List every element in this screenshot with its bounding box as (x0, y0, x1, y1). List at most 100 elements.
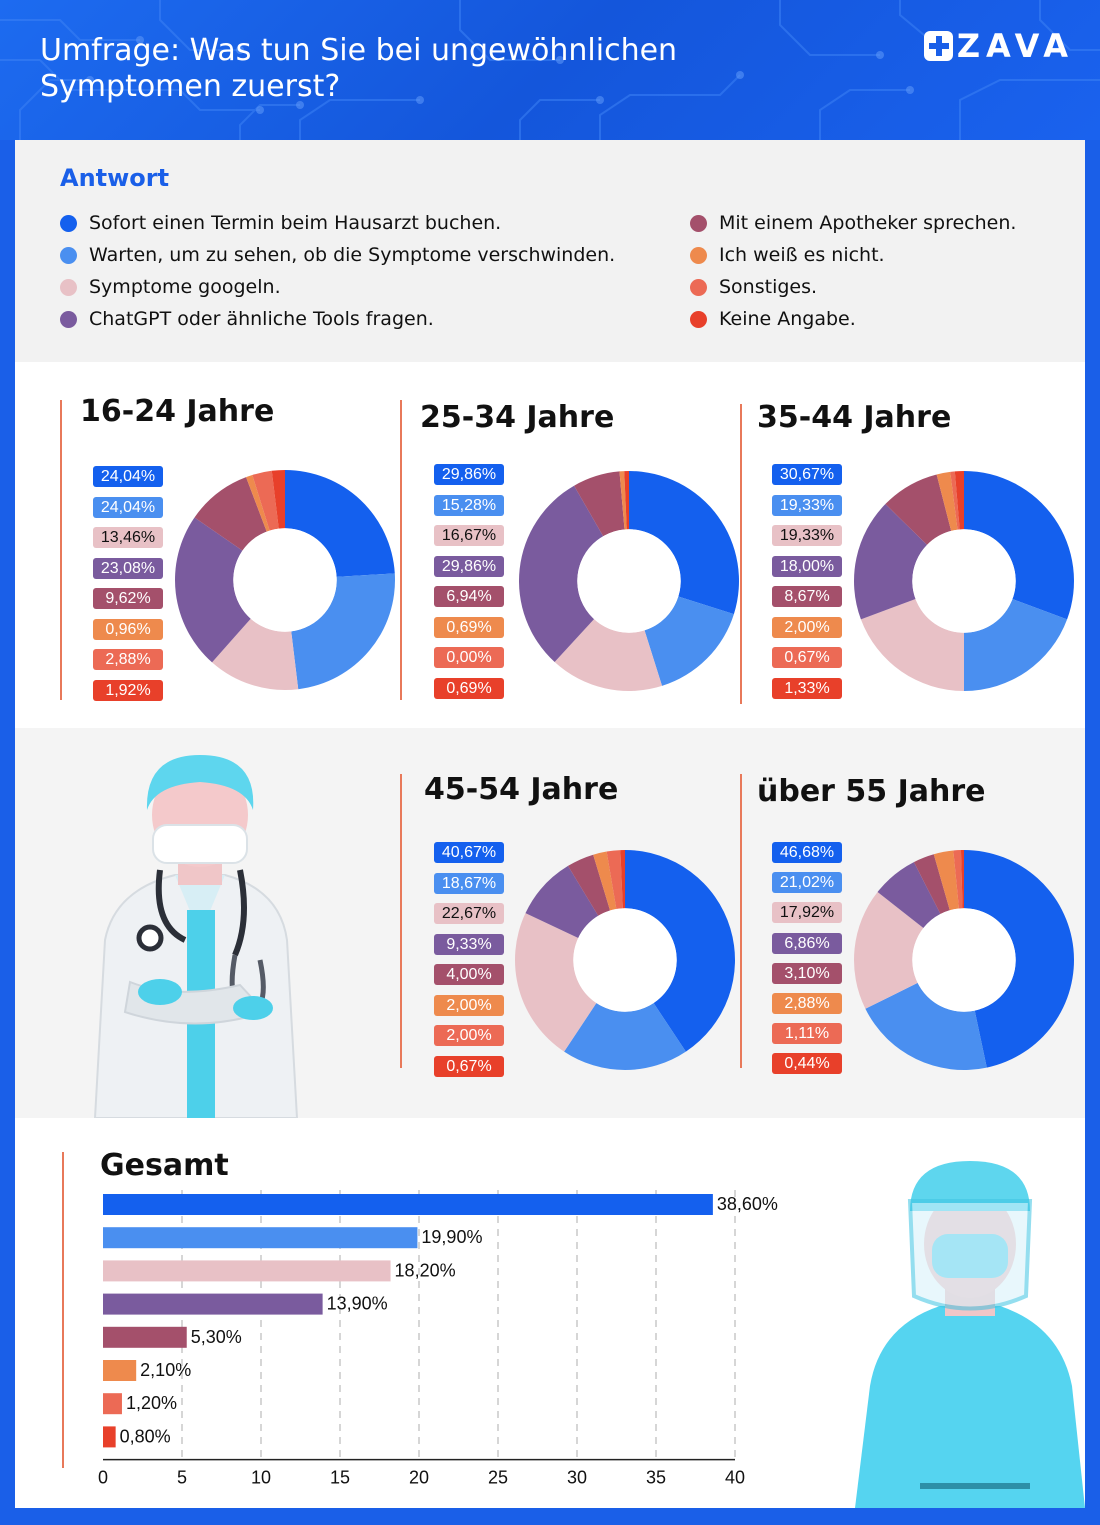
value-badge: 16,67% (434, 525, 504, 546)
value-badge: 3,10% (772, 962, 842, 984)
legend-label: Sonstiges. (719, 276, 818, 298)
donut-slice (877, 862, 941, 929)
donut-slice (519, 485, 604, 663)
donut-slice (525, 865, 599, 938)
donut-slice (246, 474, 270, 532)
total-bar (103, 1426, 116, 1448)
value-badge: 2,00% (434, 994, 504, 1016)
age-group-title: 45-54 Jahre (424, 772, 619, 807)
donut-slice (629, 471, 739, 615)
donut-slice (885, 474, 952, 545)
legend-label: Keine Angabe. (719, 308, 856, 330)
donut-slice (964, 471, 1074, 620)
donut-slice (568, 854, 611, 916)
age-group-35-44: 35-44 Jahre 30,67% 19,33% 19,33% 18,00% 8,67… (740, 400, 1080, 704)
bar-value-label: 18,20% (395, 1260, 456, 1280)
value-badge: 0,96% (93, 618, 163, 640)
legend-item: Mit einem Apotheker sprechen. (690, 212, 1016, 234)
donut-slice (252, 470, 279, 531)
legend-dot-icon (690, 246, 707, 264)
title-line-2: Symptomen zuerst? (40, 69, 341, 104)
x-tick-label: 40 (725, 1468, 745, 1488)
total-bar (103, 1326, 187, 1348)
donut-hole (912, 529, 1016, 633)
value-badge: 17,92% (772, 902, 842, 924)
donut-slice (860, 599, 964, 691)
donut-slice (854, 504, 928, 620)
legend-dot-icon (690, 310, 707, 328)
age-group-title: 35-44 Jahre (757, 400, 952, 435)
total-bar-chart: 0 5 10 15 20 25 30 35 40 38,60% 19,90% 18,20% 13,90%… (98, 1190, 778, 1488)
x-tick-label: 5 (177, 1468, 187, 1488)
header: Umfrage: Was tun Sie bei ungewöhnlichen … (0, 0, 1100, 140)
legend-label: Mit einem Apotheker sprechen. (719, 212, 1017, 234)
bar-value-label: 5,30% (191, 1327, 242, 1347)
value-badge: 2,88% (93, 649, 163, 670)
legend-title: Antwort (60, 164, 170, 192)
legend-label: Sofort einen Termin beim Hausarzt buchen… (89, 212, 502, 234)
x-tick-label: 25 (488, 1468, 508, 1488)
value-badge: 0,44% (772, 1053, 842, 1075)
donut-slice (271, 470, 285, 529)
total-chart-title: Gesamt (100, 1148, 229, 1183)
age-group-16-24: 16-24 Jahre 24,04% 24,04% 13,46% 23,08% 9,62… (60, 394, 395, 701)
value-badge: 1,33% (772, 677, 842, 699)
value-badge: 0,69% (434, 677, 504, 699)
circuit-background (0, 0, 1100, 140)
donut-chart (852, 469, 1076, 693)
value-badge: 1,92% (93, 679, 163, 701)
age-row-2: 45-54 Jahre 40,67% 18,67% 22,67% 9,33% 4,00%… (15, 728, 1085, 1118)
legend-label: Ich weiß es nicht. (719, 244, 885, 266)
value-badge: 2,00% (434, 1025, 504, 1046)
value-badge: 22,67% (434, 903, 504, 924)
bar-value-label: 38,60% (717, 1194, 778, 1214)
donut-slice (933, 850, 959, 911)
value-badge: 19,33% (772, 525, 842, 546)
value-badge: 0,69% (434, 616, 504, 638)
legend-panel: Antwort Sofort einen Termin beim Hausarz… (15, 140, 1085, 362)
donut-slice (624, 471, 629, 530)
legend-dot-icon (690, 214, 707, 232)
legend-label: Warten, um zu sehen, ob die Symptome ver… (89, 244, 616, 266)
value-badge: 23,08% (93, 557, 163, 579)
value-badge: 30,67% (772, 464, 842, 485)
value-badge: 24,04% (93, 466, 163, 487)
legend-item: Keine Angabe. (690, 308, 856, 330)
x-tick-label: 20 (409, 1468, 429, 1488)
value-badge: 15,28% (434, 494, 504, 516)
divider-line (740, 404, 742, 704)
age-group-title: über 55 Jahre (757, 774, 986, 809)
donut-slice (964, 850, 1074, 1068)
legend-label: ChatGPT oder ähnliche Tools fragen. (89, 308, 434, 330)
donut-slice (194, 477, 267, 551)
donut-hole (912, 908, 1016, 1012)
donut-slice (554, 619, 663, 691)
value-badge: 9,33% (434, 933, 504, 955)
donut-chart (513, 848, 737, 1072)
bar-value-label: 13,90% (327, 1294, 388, 1314)
total-bar (103, 1227, 418, 1249)
value-badge: 0,67% (434, 1055, 504, 1077)
divider-line (400, 774, 402, 1068)
donut-hole (577, 529, 681, 633)
value-badge: 46,68% (772, 842, 842, 863)
legend-label: Symptome googeln. (89, 276, 281, 298)
divider-line (740, 774, 742, 1068)
bar-value-label: 19,90% (421, 1227, 482, 1247)
donut-slice (644, 596, 734, 686)
value-badge: 6,94% (434, 586, 504, 607)
x-tick-label: 15 (330, 1468, 350, 1488)
total-bar (103, 1293, 323, 1315)
donut-slice (574, 471, 625, 537)
donut-slice (954, 471, 964, 530)
donut-slice (620, 850, 625, 909)
nurse-illustration (855, 1161, 1085, 1508)
value-badge: 24,04% (93, 496, 163, 518)
age-row-1: 16-24 Jahre 24,04% 24,04% 13,46% 23,08% 9,62… (15, 362, 1085, 728)
divider-line (60, 400, 62, 700)
donut-slice (606, 850, 623, 910)
donut-slice (564, 1003, 686, 1070)
donut-chart (517, 469, 741, 693)
value-badge: 2,88% (772, 993, 842, 1014)
donut-slice (960, 850, 964, 909)
